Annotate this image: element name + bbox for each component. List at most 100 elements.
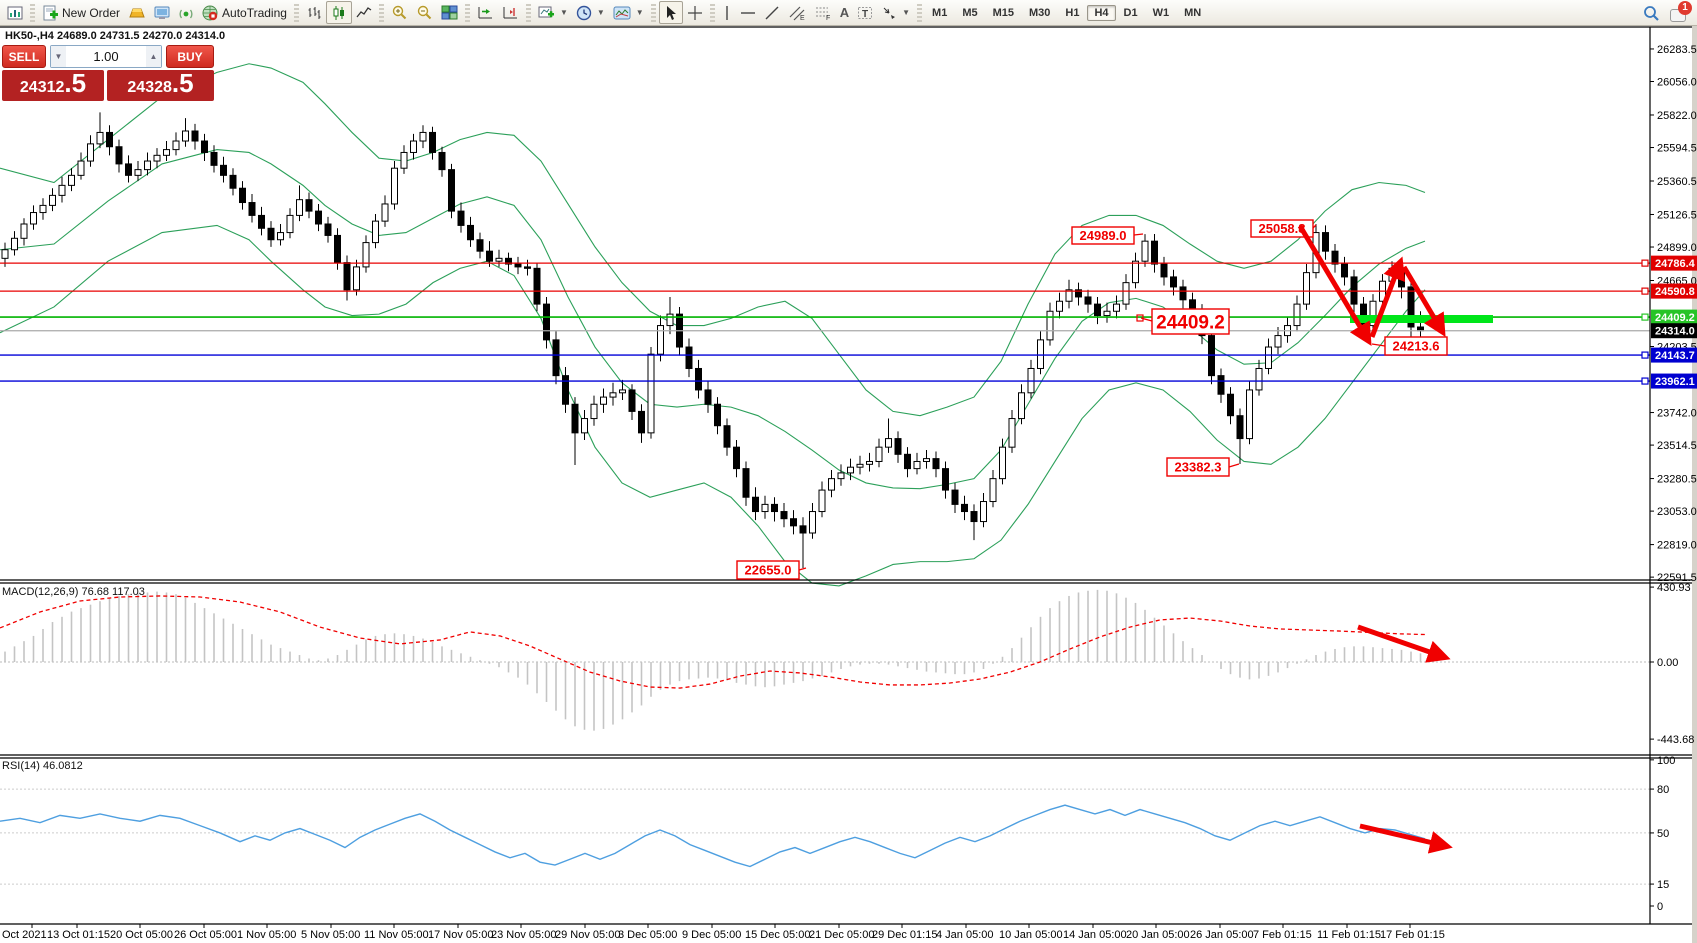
horizontal-line-tool[interactable] (736, 2, 760, 23)
timeframe-w1[interactable]: W1 (1152, 6, 1170, 19)
svg-text:21 Dec 05:00: 21 Dec 05:00 (809, 929, 874, 941)
dropdown-caret: ▼ (635, 8, 644, 17)
profiles-clock-button[interactable]: ▼ (572, 2, 609, 23)
svg-text:26 Jan 05:00: 26 Jan 05:00 (1190, 929, 1254, 941)
svg-text:3 Dec 05:00: 3 Dec 05:00 (618, 929, 677, 941)
auto-scroll-icon[interactable] (498, 2, 523, 23)
svg-text:23962.1: 23962.1 (1655, 376, 1695, 388)
timeframe-h4[interactable]: H4 (1087, 4, 1116, 21)
search-icon[interactable] (1638, 2, 1664, 23)
bar-chart-icon[interactable] (302, 2, 326, 23)
svg-text:25058.8: 25058.8 (1259, 221, 1306, 236)
chart-shift-icon[interactable] (473, 2, 498, 23)
line-chart-icon[interactable] (352, 2, 376, 23)
channel-tool[interactable]: E (784, 2, 810, 23)
svg-text:22655.0: 22655.0 (745, 563, 792, 578)
svg-text:22591.5: 22591.5 (1657, 572, 1697, 584)
svg-text:24409.2: 24409.2 (1655, 312, 1695, 324)
vertical-line-tool[interactable] (718, 2, 736, 23)
svg-text:10 Jan 05:00: 10 Jan 05:00 (999, 929, 1063, 941)
svg-text:11 Nov 05:00: 11 Nov 05:00 (364, 929, 429, 941)
svg-text:11 Feb 01:15: 11 Feb 01:15 (1317, 929, 1381, 941)
timeframe-mn[interactable]: MN (1184, 6, 1202, 19)
volume-stepper[interactable]: ▼ 1.00 ▲ (50, 45, 162, 68)
price-annotation (1166, 457, 1230, 477)
svg-text:23 Nov 05:00: 23 Nov 05:00 (491, 929, 556, 941)
svg-text:17 Feb 01:15: 17 Feb 01:15 (1380, 929, 1445, 941)
rsi-indicator-label: RSI(14) 46.0812 (2, 760, 83, 772)
sell-button[interactable]: SELL (2, 45, 46, 68)
autotrading-button[interactable]: AutoTrading (198, 2, 291, 23)
toolbar-grip (464, 3, 470, 22)
svg-text:-443.68: -443.68 (1657, 734, 1694, 746)
trendline-tool[interactable] (760, 2, 784, 23)
buy-price[interactable]: 24328.5 (107, 70, 214, 101)
svg-text:50: 50 (1657, 828, 1669, 840)
svg-text:14 Jan 05:00: 14 Jan 05:00 (1063, 929, 1127, 941)
timeframe-m1[interactable]: M1 (932, 6, 948, 19)
new-order-label: New Order (62, 5, 121, 20)
svg-text:26056.0: 26056.0 (1657, 77, 1697, 89)
new-chart-button[interactable]: ▼ (534, 2, 572, 23)
svg-text:29 Nov 05:00: 29 Nov 05:00 (555, 929, 620, 941)
svg-text:5 Nov 05:00: 5 Nov 05:00 (301, 929, 360, 941)
arrows-tool[interactable]: ▼ (877, 2, 914, 23)
notification-badge: 1 (1678, 0, 1692, 15)
price-annotation (1384, 336, 1448, 356)
sell-price[interactable]: 24312.5 (2, 70, 104, 101)
timeframe-m5[interactable]: M5 (962, 6, 978, 19)
toolbar-grip (525, 3, 531, 22)
toolbar-grip (293, 3, 299, 22)
terminal-icon[interactable] (150, 2, 174, 23)
volume-increase-button[interactable]: ▲ (146, 46, 161, 67)
crosshair-button[interactable] (683, 2, 707, 23)
text-label-tool[interactable]: T (853, 2, 877, 23)
svg-text:9 Dec 05:00: 9 Dec 05:00 (682, 929, 741, 941)
one-click-trading-widget: SELL ▼ 1.00 ▲ BUY 24312.5 24328.5 (2, 45, 214, 101)
svg-text:23382.3: 23382.3 (1175, 460, 1222, 475)
svg-text:15 Dec 05:00: 15 Dec 05:00 (745, 929, 810, 941)
svg-text:25126.5: 25126.5 (1657, 209, 1697, 221)
volume-value[interactable]: 1.00 (93, 49, 119, 64)
toolbar-grip (378, 3, 384, 22)
svg-text:F: F (826, 15, 830, 21)
template-button[interactable]: ▼ (609, 2, 648, 23)
candle-chart-button[interactable] (325, 1, 352, 24)
chat-icon[interactable]: 1 (1670, 0, 1692, 23)
svg-text:7 Feb 01:15: 7 Feb 01:15 (1253, 929, 1312, 941)
buy-button[interactable]: BUY (166, 45, 214, 68)
svg-text:26 Oct 05:00: 26 Oct 05:00 (174, 929, 237, 941)
svg-text:23742.0: 23742.0 (1657, 408, 1697, 420)
gold-ingot-icon[interactable] (124, 2, 150, 23)
svg-text:0.00: 0.00 (1657, 657, 1678, 669)
new-order-button[interactable]: New Order (38, 2, 124, 23)
timeframe-h1[interactable]: H1 (1065, 6, 1080, 19)
svg-text:22819.0: 22819.0 (1657, 540, 1697, 552)
svg-text:29 Dec 01:15: 29 Dec 01:15 (872, 929, 937, 941)
dropdown-caret: ▼ (596, 8, 605, 17)
tile-windows-icon[interactable] (437, 2, 462, 23)
timeframe-m30[interactable]: M30 (1029, 6, 1051, 19)
timeframe-m15[interactable]: M15 (992, 6, 1014, 19)
svg-text:24786.4: 24786.4 (1655, 258, 1696, 270)
volume-decrease-button[interactable]: ▼ (51, 46, 66, 67)
toolbar-grip (30, 3, 35, 22)
text-tool[interactable]: A (839, 5, 850, 20)
cursor-button[interactable] (658, 1, 683, 24)
zoom-in-icon[interactable] (387, 2, 412, 23)
autotrading-label: AutoTrading (222, 5, 287, 20)
svg-text:25360.5: 25360.5 (1657, 176, 1697, 188)
timeframe-d1[interactable]: D1 (1123, 6, 1138, 19)
signal-icon[interactable] (174, 2, 198, 23)
svg-text:24899.0: 24899.0 (1657, 242, 1697, 254)
svg-text:26283.5: 26283.5 (1657, 44, 1697, 56)
svg-text:24409.2: 24409.2 (1156, 312, 1225, 333)
fibonacci-tool[interactable]: F (810, 2, 836, 23)
chart-window-icon[interactable] (3, 2, 27, 23)
svg-text:23514.5: 23514.5 (1657, 440, 1697, 452)
zoom-out-icon[interactable] (412, 2, 437, 23)
price-annotation (736, 560, 800, 580)
svg-text:100: 100 (1657, 755, 1675, 767)
